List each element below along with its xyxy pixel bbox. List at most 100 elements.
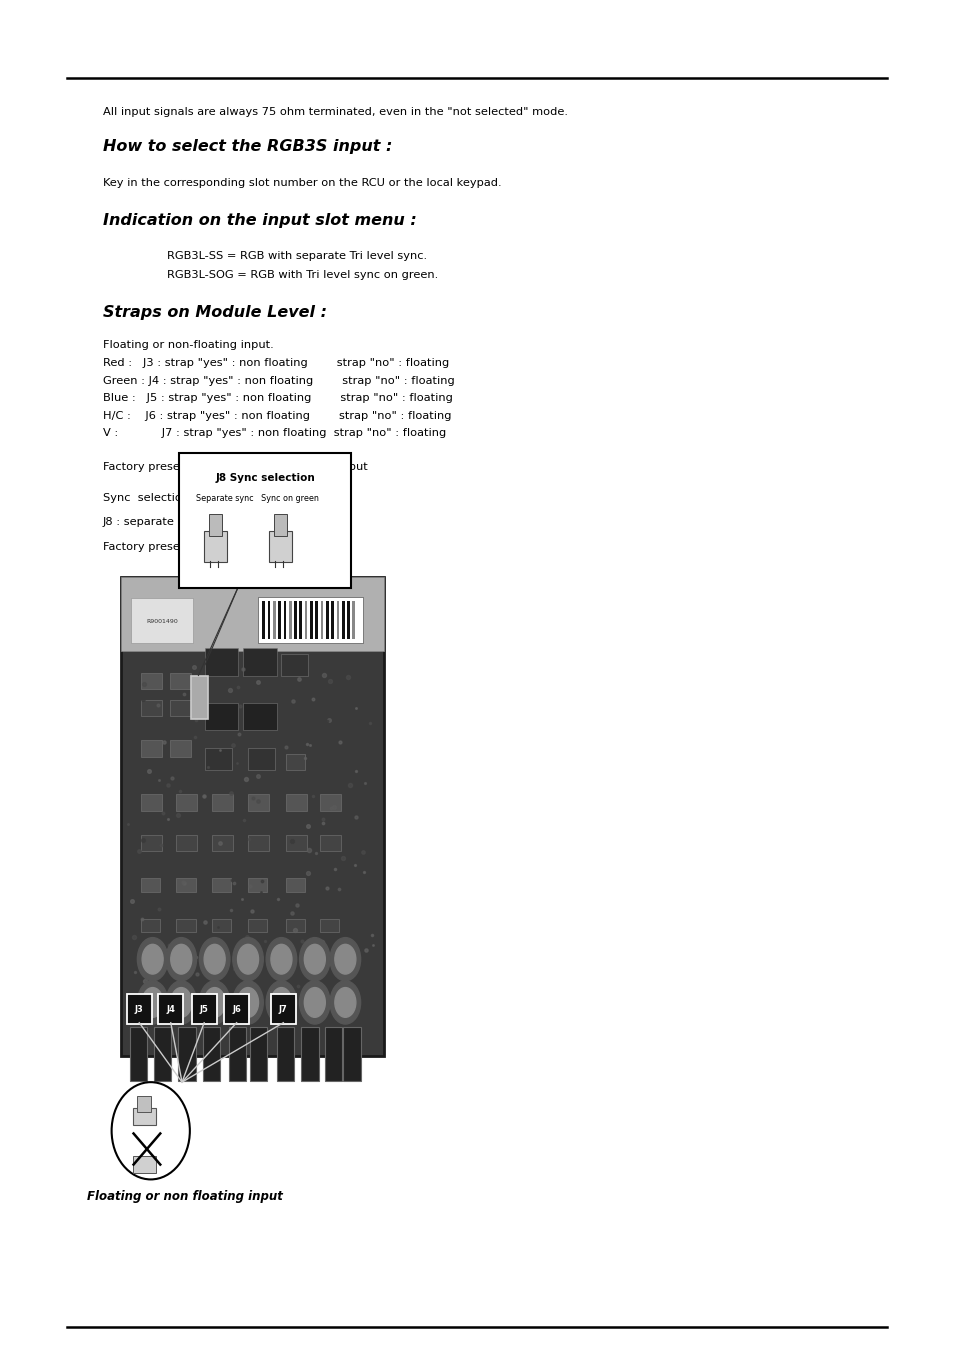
FancyBboxPatch shape (170, 673, 191, 689)
FancyBboxPatch shape (286, 919, 305, 932)
Text: J5: J5 (199, 1005, 209, 1013)
FancyBboxPatch shape (262, 601, 265, 639)
FancyBboxPatch shape (204, 531, 227, 562)
FancyBboxPatch shape (205, 703, 238, 730)
Circle shape (171, 988, 192, 1017)
Circle shape (266, 981, 296, 1024)
FancyBboxPatch shape (286, 754, 305, 770)
Text: Sync  selection.: Sync selection. (103, 493, 193, 503)
FancyBboxPatch shape (176, 878, 195, 892)
FancyBboxPatch shape (325, 1027, 342, 1081)
Circle shape (237, 944, 258, 974)
FancyBboxPatch shape (286, 835, 307, 851)
FancyBboxPatch shape (131, 598, 193, 643)
FancyBboxPatch shape (248, 748, 274, 770)
Text: RGB3L-SS = RGB with separate Tri level sync.: RGB3L-SS = RGB with separate Tri level s… (167, 251, 427, 261)
Text: J6: J6 (232, 1005, 241, 1013)
FancyBboxPatch shape (191, 676, 208, 719)
Text: R9001490: R9001490 (146, 619, 178, 624)
FancyBboxPatch shape (326, 601, 328, 639)
Text: Indication on the input slot menu :: Indication on the input slot menu : (103, 213, 416, 228)
Circle shape (204, 944, 225, 974)
Circle shape (266, 938, 296, 981)
FancyBboxPatch shape (299, 601, 302, 639)
Text: Floating or non-floating input.: Floating or non-floating input. (103, 340, 274, 350)
Circle shape (237, 988, 258, 1017)
Text: Red :   J3 : strap "yes" : non floating        strap "no" : floating: Red : J3 : strap "yes" : non floating st… (103, 358, 449, 367)
Text: H/C :    J6 : strap "yes" : non floating        strap "no" : floating: H/C : J6 : strap "yes" : non floating st… (103, 411, 451, 420)
Circle shape (171, 944, 192, 974)
Text: V :            J7 : strap "yes" : non floating  strap "no" : floating: V : J7 : strap "yes" : non floating stra… (103, 428, 446, 438)
FancyBboxPatch shape (212, 794, 233, 811)
Circle shape (233, 981, 263, 1024)
FancyBboxPatch shape (276, 1027, 294, 1081)
Circle shape (204, 988, 225, 1017)
FancyBboxPatch shape (319, 794, 340, 811)
FancyBboxPatch shape (205, 748, 232, 770)
FancyBboxPatch shape (127, 994, 152, 1024)
FancyBboxPatch shape (205, 648, 238, 676)
Text: J4: J4 (166, 1005, 175, 1013)
FancyBboxPatch shape (269, 531, 292, 562)
Text: Green : J4 : strap "yes" : non floating        strap "no" : floating: Green : J4 : strap "yes" : non floating … (103, 376, 455, 385)
FancyBboxPatch shape (224, 994, 249, 1024)
FancyBboxPatch shape (212, 919, 231, 932)
FancyBboxPatch shape (158, 994, 183, 1024)
Text: All input signals are always 75 ohm terminated, even in the "not selected" mode.: All input signals are always 75 ohm term… (103, 107, 567, 116)
FancyBboxPatch shape (271, 994, 295, 1024)
Text: RGB3L-SOG = RGB with Tri level sync on green.: RGB3L-SOG = RGB with Tri level sync on g… (167, 270, 437, 280)
FancyBboxPatch shape (248, 835, 269, 851)
Circle shape (199, 938, 230, 981)
Text: J3: J3 (134, 1005, 144, 1013)
FancyBboxPatch shape (170, 700, 191, 716)
FancyBboxPatch shape (141, 835, 162, 851)
FancyBboxPatch shape (176, 835, 197, 851)
Circle shape (299, 938, 330, 981)
FancyBboxPatch shape (141, 673, 162, 689)
FancyBboxPatch shape (153, 1027, 171, 1081)
FancyBboxPatch shape (343, 1027, 360, 1081)
FancyBboxPatch shape (130, 1027, 147, 1081)
FancyBboxPatch shape (283, 601, 286, 639)
Text: J8 : separate sync or sync on green.: J8 : separate sync or sync on green. (103, 517, 308, 527)
Circle shape (137, 938, 168, 981)
FancyBboxPatch shape (250, 1027, 267, 1081)
Circle shape (304, 944, 325, 974)
FancyBboxPatch shape (192, 994, 216, 1024)
Circle shape (142, 988, 163, 1017)
FancyBboxPatch shape (310, 601, 313, 639)
Text: Factory preset : separate sync.: Factory preset : separate sync. (103, 542, 278, 551)
FancyBboxPatch shape (141, 700, 162, 716)
FancyBboxPatch shape (304, 601, 307, 639)
FancyBboxPatch shape (248, 794, 269, 811)
FancyBboxPatch shape (319, 919, 338, 932)
FancyBboxPatch shape (273, 601, 275, 639)
FancyBboxPatch shape (289, 601, 292, 639)
FancyBboxPatch shape (243, 648, 276, 676)
FancyBboxPatch shape (294, 601, 296, 639)
FancyBboxPatch shape (170, 740, 191, 757)
FancyBboxPatch shape (179, 453, 351, 588)
Circle shape (330, 981, 360, 1024)
FancyBboxPatch shape (141, 740, 162, 757)
FancyBboxPatch shape (121, 577, 383, 1056)
FancyBboxPatch shape (209, 515, 221, 536)
FancyBboxPatch shape (178, 1027, 195, 1081)
FancyBboxPatch shape (336, 601, 339, 639)
Text: How to select the RGB3S input :: How to select the RGB3S input : (103, 139, 392, 154)
FancyBboxPatch shape (286, 794, 307, 811)
FancyBboxPatch shape (341, 601, 344, 639)
FancyBboxPatch shape (212, 835, 233, 851)
FancyBboxPatch shape (176, 919, 195, 932)
Text: Key in the corresponding slot number on the RCU or the local keypad.: Key in the corresponding slot number on … (103, 178, 501, 188)
Circle shape (335, 944, 355, 974)
Text: Floating or non floating input: Floating or non floating input (87, 1190, 283, 1204)
FancyBboxPatch shape (352, 601, 355, 639)
Text: J8 Sync selection: J8 Sync selection (215, 473, 314, 482)
FancyBboxPatch shape (320, 601, 323, 639)
Circle shape (166, 938, 196, 981)
Circle shape (142, 944, 163, 974)
FancyBboxPatch shape (203, 1027, 220, 1081)
Circle shape (330, 938, 360, 981)
Text: J7: J7 (278, 1005, 288, 1013)
